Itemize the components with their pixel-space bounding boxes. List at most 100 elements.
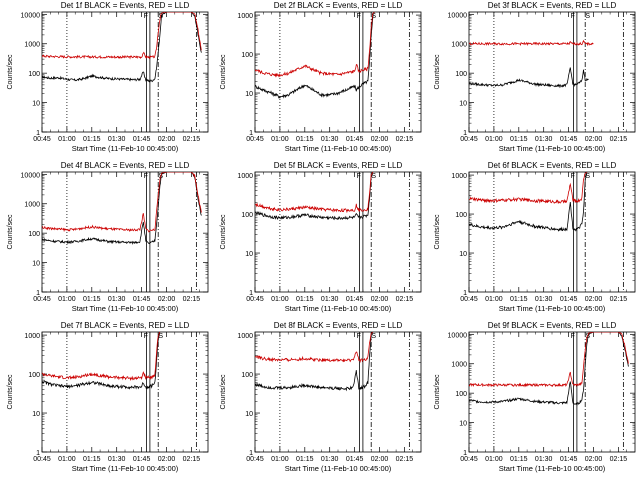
x-tick-label: 02:00	[371, 296, 389, 303]
series-events-line	[469, 172, 588, 232]
series-lld-line	[469, 332, 629, 388]
x-tick-label: 02:00	[371, 456, 389, 463]
series-events-line	[469, 67, 589, 89]
x-tick-label: 01:30	[108, 136, 126, 143]
chart-title: Det 8f BLACK = Events, RED = LLD	[274, 321, 403, 330]
y-tick-label: 1000	[237, 333, 253, 340]
x-tick-label: 02:15	[396, 136, 414, 143]
y-tick-label: 1000	[237, 173, 253, 180]
x-tick-label: 01:45	[133, 296, 151, 303]
y-tick-label: 1000	[451, 173, 467, 180]
y-tick-label: 100	[455, 71, 467, 78]
x-tick-label: 01:45	[133, 456, 151, 463]
series-lld-line	[469, 172, 588, 204]
x-tick-label: 01:00	[58, 456, 76, 463]
x-axis-label: Start Time (11-Feb-10 00:45:00)	[499, 304, 606, 313]
event-annotation: F	[144, 333, 148, 340]
detector-panel: Det 2f BLACK = Events, RED = LLD 1 10 100 10…	[220, 1, 422, 153]
series-lld-line	[42, 172, 202, 233]
x-tick-label: 01:00	[271, 136, 289, 143]
y-tick-label: 1000	[237, 13, 253, 20]
y-tick-label: 1000	[24, 333, 40, 340]
y-tick-label: 1000	[24, 42, 40, 49]
x-tick-label: 01:00	[271, 456, 289, 463]
y-tick-label: 10	[245, 411, 253, 418]
y-tick-label: 100	[241, 52, 253, 59]
x-tick-label: 00:45	[246, 456, 264, 463]
series-lld-line	[255, 12, 375, 78]
y-tick-label: 10000	[21, 12, 41, 19]
y-tick-label: 1000	[451, 362, 467, 369]
y-axis-label: Counts/sec	[7, 54, 14, 90]
x-tick-label: 01:45	[346, 456, 364, 463]
x-tick-label: 02:15	[396, 456, 414, 463]
x-tick-label: 01:00	[485, 296, 503, 303]
x-tick-label: 01:15	[296, 456, 314, 463]
y-axis-label: Counts/sec	[434, 374, 441, 410]
x-tick-label: 01:30	[108, 456, 126, 463]
x-tick-label: 02:15	[610, 456, 628, 463]
x-tick-label: 02:00	[158, 456, 176, 463]
y-tick-label: 1	[249, 450, 253, 457]
y-tick-label: 10000	[21, 172, 41, 179]
y-tick-label: 100	[455, 391, 467, 398]
x-tick-label: 01:00	[485, 136, 503, 143]
series-events-line	[42, 12, 202, 83]
chart-title: Det 2f BLACK = Events, RED = LLD	[274, 1, 403, 10]
y-tick-label: 1000	[24, 202, 40, 209]
x-tick-label: 02:15	[183, 136, 201, 143]
x-tick-label: 01:45	[560, 296, 578, 303]
x-axis-label: Start Time (11-Feb-10 00:45:00)	[499, 144, 606, 153]
chart-title: Det 1f BLACK = Events, RED = LLD	[61, 1, 190, 10]
x-axis-label: Start Time (11-Feb-10 00:45:00)	[499, 464, 606, 473]
y-axis-label: Counts/sec	[434, 214, 441, 250]
y-tick-label: 100	[28, 71, 40, 78]
x-tick-label: 01:15	[83, 136, 101, 143]
y-axis-label: Counts/sec	[220, 54, 227, 90]
x-tick-label: 02:15	[610, 136, 628, 143]
series-lld-line	[255, 332, 374, 364]
x-tick-label: 00:45	[33, 136, 51, 143]
x-axis-label: Start Time (11-Feb-10 00:45:00)	[72, 464, 179, 473]
event-annotation: F	[144, 13, 148, 20]
event-annotation: F	[357, 173, 361, 180]
x-tick-label: 01:00	[58, 136, 76, 143]
x-tick-label: 01:30	[108, 296, 126, 303]
event-annotation: F	[144, 173, 148, 180]
x-tick-label: 02:00	[158, 296, 176, 303]
x-tick-label: 02:00	[585, 136, 603, 143]
y-axis-label: Counts/sec	[220, 374, 227, 410]
y-tick-label: 100	[241, 372, 253, 379]
x-axis-label: Start Time (11-Feb-10 00:45:00)	[285, 304, 392, 313]
x-axis-label: Start Time (11-Feb-10 00:45:00)	[285, 144, 392, 153]
x-tick-label: 02:15	[396, 296, 414, 303]
x-tick-label: 01:45	[560, 456, 578, 463]
chart-title: Det 6f BLACK = Events, RED = LLD	[488, 161, 617, 170]
y-tick-label: 100	[241, 212, 253, 219]
y-tick-label: 10	[32, 101, 40, 108]
detector-panel: Det 4f BLACK = Events, RED = LLD 1 10 100 10…	[7, 161, 209, 313]
y-tick-label: 10	[245, 251, 253, 258]
x-tick-label: 01:30	[321, 296, 339, 303]
x-tick-label: 02:00	[371, 136, 389, 143]
y-tick-label: 10	[459, 251, 467, 258]
chart-title: Det 5f BLACK = Events, RED = LLD	[274, 161, 403, 170]
x-tick-label: 00:45	[33, 456, 51, 463]
detector-panel: Det 7f BLACK = Events, RED = LLD 1 10 100 10…	[7, 321, 209, 473]
x-tick-label: 01:15	[510, 136, 528, 143]
event-annotation: S	[585, 13, 590, 20]
event-annotation: S	[371, 13, 376, 20]
detector-panel: Det 3f BLACK = Events, RED = LLD 1 10 100 10…	[434, 1, 636, 153]
detector-panel: Det 9f BLACK = Events, RED = LLD 1 10 100 10…	[434, 321, 636, 473]
series-lld-line	[42, 12, 202, 60]
y-axis-label: Counts/sec	[7, 214, 14, 250]
y-tick-label: 1	[249, 130, 253, 137]
y-tick-label: 1	[249, 290, 253, 297]
x-tick-label: 01:30	[535, 456, 553, 463]
y-tick-label: 1	[36, 290, 40, 297]
x-tick-label: 01:30	[535, 136, 553, 143]
y-tick-label: 10000	[448, 12, 468, 19]
series-events-line	[255, 172, 374, 221]
